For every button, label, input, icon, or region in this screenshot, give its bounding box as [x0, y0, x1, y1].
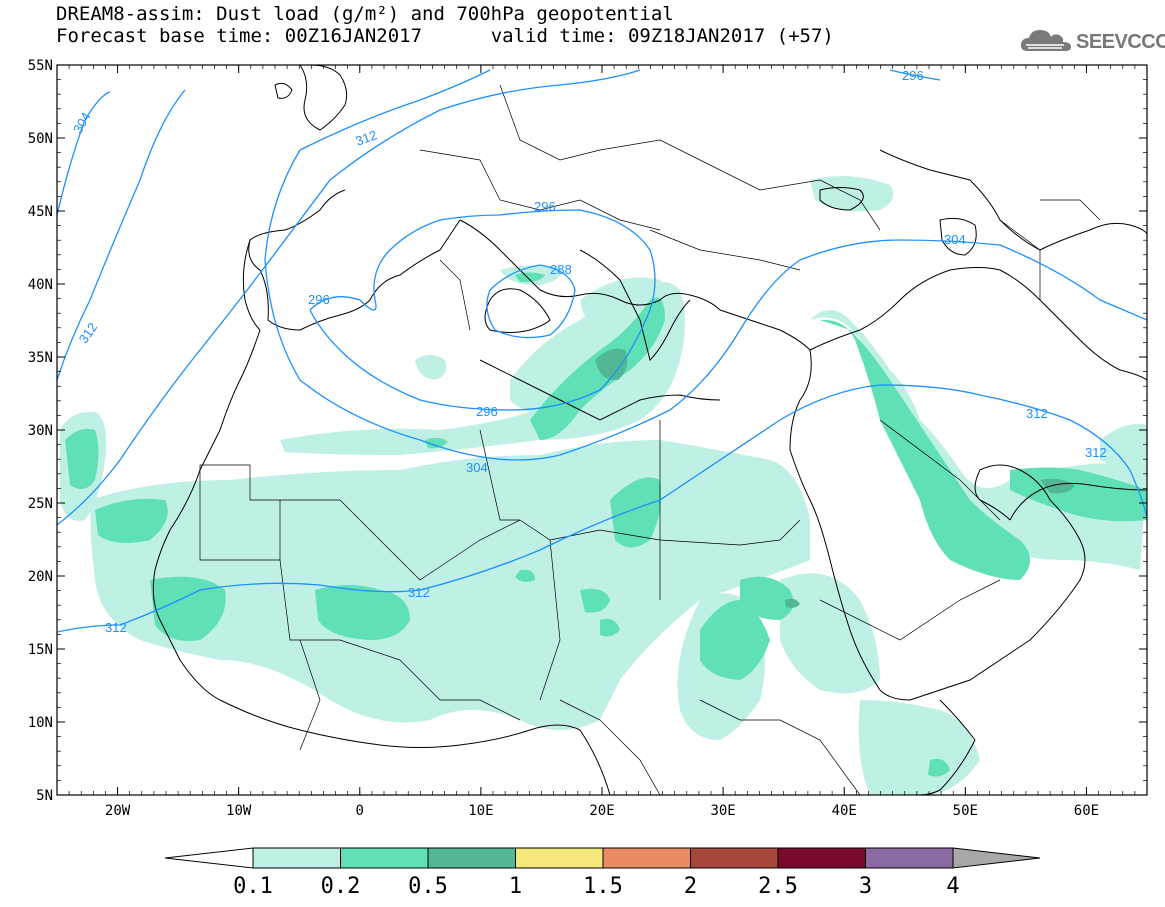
lat-tick-label: 45N [28, 204, 53, 220]
colorbar-label: 0.2 [321, 874, 361, 899]
colorbar-label: 1 [509, 874, 522, 899]
lat-tick-label: 55N [28, 58, 53, 74]
colorbar-label: 1.5 [583, 874, 623, 899]
lat-tick-label: 50N [28, 131, 53, 147]
contour-label: 296 [902, 68, 924, 83]
colorbar-label: 0.1 [233, 874, 273, 899]
lon-tick-label: 10E [468, 803, 493, 819]
lat-tick-label: 35N [28, 350, 53, 366]
colorbar-label: 0.5 [408, 874, 448, 899]
lon-tick-label: 30E [710, 803, 735, 819]
lat-tick-label: 40N [28, 277, 53, 293]
lon-tick-label: 50E [953, 803, 978, 819]
contour-label: 312 [408, 585, 430, 600]
seevccc-logo: SEEVCCC [1018, 25, 1165, 57]
lon-tick-label: 10W [226, 803, 252, 819]
colorbar-segment [777, 847, 866, 869]
lat-tick-label: 5N [36, 788, 53, 804]
latitude-axis: 55N 50N 45N 40N 35N 30N 25N 20N 15N 10N 5N [28, 58, 1147, 804]
contour-label: 312 [1085, 445, 1107, 460]
lat-tick-label: 20N [28, 569, 53, 585]
colorbar-segment [690, 847, 779, 869]
colorbar-segment [252, 847, 341, 869]
logo-text: SEEVCCC [1076, 31, 1165, 53]
lon-tick-label: 20W [105, 803, 131, 819]
contour-label: 312 [1026, 406, 1048, 421]
colorbar: 0.1 0.2 0.5 1 1.5 2 2.5 3 4 [164, 847, 1041, 899]
contour-label: 296 [476, 404, 498, 419]
lat-tick-label: 30N [28, 423, 53, 439]
cloud-logo-icon [1020, 30, 1071, 51]
contour-label: 312 [353, 127, 379, 149]
dust-shading-mid [65, 272, 1147, 777]
colorbar-segment [515, 847, 604, 869]
country-borders [199, 84, 1101, 795]
colorbar-segment [340, 847, 429, 869]
geopotential-contours [57, 69, 1147, 633]
colorbar-label: 2 [684, 874, 697, 899]
colorbar-right-arrow [952, 847, 1041, 869]
contour-label: 288 [550, 262, 572, 277]
lon-tick-label: 60E [1074, 803, 1099, 819]
lon-tick-label: 0 [356, 803, 364, 819]
contour-label: 296 [534, 199, 556, 214]
contour-label: 312 [105, 620, 127, 635]
coastlines [152, 65, 1147, 795]
contour-label: 304 [944, 232, 966, 247]
lat-tick-label: 25N [28, 496, 53, 512]
contour-label: 304 [466, 460, 488, 475]
lon-tick-label: 40E [832, 803, 857, 819]
dust-shading-high [595, 348, 1075, 608]
contour-label: 296 [308, 292, 330, 307]
colorbar-segment [602, 847, 691, 869]
longitude-axis: 20W 10W 0 10E 20E 30E 40E 50E 60E [56, 65, 1148, 819]
colorbar-label: 2.5 [758, 874, 798, 899]
lat-tick-label: 10N [28, 715, 53, 731]
colorbar-segment [865, 847, 954, 869]
base-time-label: Forecast base time: 00Z16JAN2017 [56, 25, 423, 47]
colorbar-segment [427, 847, 516, 869]
colorbar-label: 3 [859, 874, 872, 899]
map-title-line1: DREAM8-assim: Dust load (g/m²) and 700hP… [56, 3, 674, 25]
colorbar-left-arrow [164, 847, 254, 869]
colorbar-label: 4 [946, 874, 959, 899]
valid-time-label: valid time: 09Z18JAN2017 (+57) [490, 25, 834, 47]
map-title-line2: Forecast base time: 00Z16JAN2017 valid t… [56, 25, 834, 47]
lon-tick-label: 20E [589, 803, 614, 819]
lat-tick-label: 15N [28, 642, 53, 658]
contour-labels: 296 304 312 312 296 296 288 296 304 312 … [70, 68, 1107, 635]
